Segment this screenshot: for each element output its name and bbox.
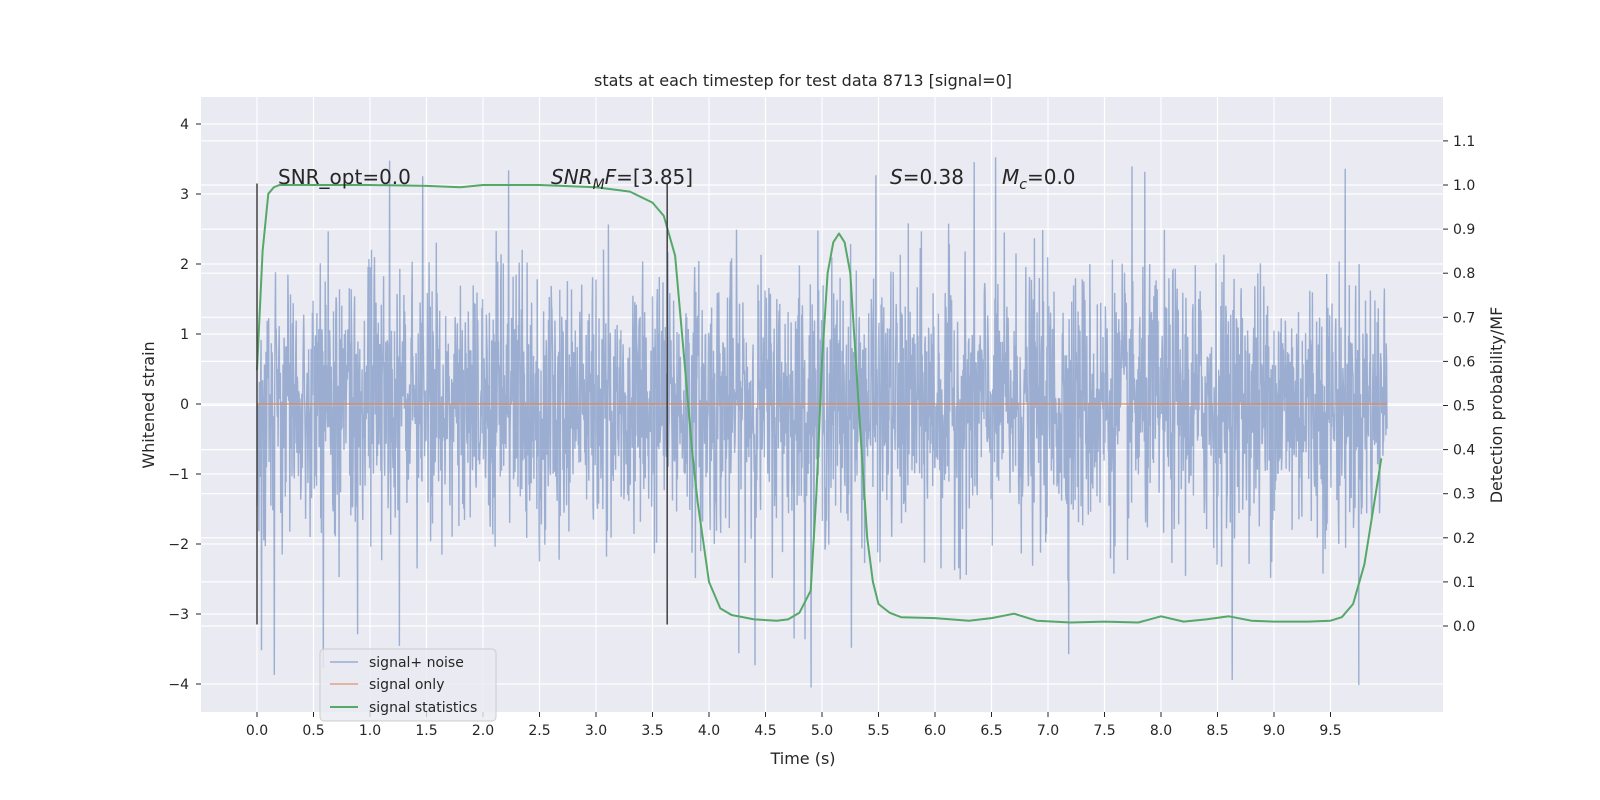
x-tick-label: 6.5 [980,723,1002,739]
x-tick-label: 8.0 [1150,723,1172,739]
y-tick-label: 0 [180,397,189,413]
y-right-tick-label: 0.4 [1453,443,1475,459]
y-tick-label: −1 [168,467,189,483]
x-tick-label: 6.0 [924,723,946,739]
x-tick-label: 2.0 [472,723,494,739]
x-tick-label: 3.5 [641,723,663,739]
y-tick-label: 3 [180,187,189,203]
y-tick-label: −3 [168,607,189,623]
x-tick-label: 4.0 [698,723,720,739]
chart-title: stats at each timestep for test data 871… [594,71,1012,90]
x-tick-label: 2.5 [528,723,550,739]
y-right-tick-label: 0.0 [1453,619,1475,635]
legend-label-statistics: signal statistics [369,700,477,716]
y-tick-label: 4 [180,117,189,133]
x-tick-label: 9.0 [1263,723,1285,739]
annotation-snr-opt: SNR_opt=0.0 [278,165,411,189]
x-tick-label: 4.5 [754,723,776,739]
legend-box [319,648,497,722]
legend-label-signal: signal only [369,677,444,693]
legend: signal+ noise signal only signal statist… [319,648,497,722]
legend-label-noise: signal+ noise [369,655,464,671]
x-axis-label: Time (s) [769,749,835,768]
y-right-tick-label: 0.2 [1453,531,1475,547]
y-right-tick-label: 1.1 [1453,134,1475,150]
x-tick-label: 7.5 [1093,723,1115,739]
series-signal-statistics [256,184,1383,624]
x-tick-label: 9.5 [1319,723,1341,739]
y-axis-label: Whitened strain [139,341,158,468]
y-right-tick-label: 0.1 [1453,575,1475,591]
y-tick-label: −2 [168,537,189,553]
y-tick-label: 2 [180,257,189,273]
annotation-snr-mf: SNRMF=[3.85] [551,165,693,193]
y-right-tick-label: 0.6 [1453,354,1475,370]
x-tick-label: 5.5 [867,723,889,739]
y-tick-label: −4 [168,677,189,693]
annotation-mc: Mc=0.0 [1002,165,1076,193]
x-tick-label: 3.0 [585,723,607,739]
annotation-s: S=0.38 [890,165,964,189]
y-right-tick-label: 1.0 [1453,178,1475,194]
x-tick-label: 0.5 [302,723,324,739]
x-tick-label: 1.5 [415,723,437,739]
x-tick-label: 5.0 [811,723,833,739]
x-tick-label: 1.0 [359,723,381,739]
y-tick-label: 1 [180,327,189,343]
x-tick-label: 8.5 [1206,723,1228,739]
y-right-tick-label: 0.3 [1453,487,1475,503]
x-tick-label: 0.0 [246,723,268,739]
y-right-tick-label: 0.9 [1453,222,1475,238]
y-right-tick-label: 0.7 [1453,310,1475,326]
series-signal-noise [256,157,1388,688]
y-right-tick-label: 0.8 [1453,266,1475,282]
y-axis-right-label: Detection probability/MF [1487,307,1506,504]
y-right-tick-label: 0.5 [1453,399,1475,415]
x-tick-label: 7.0 [1037,723,1059,739]
